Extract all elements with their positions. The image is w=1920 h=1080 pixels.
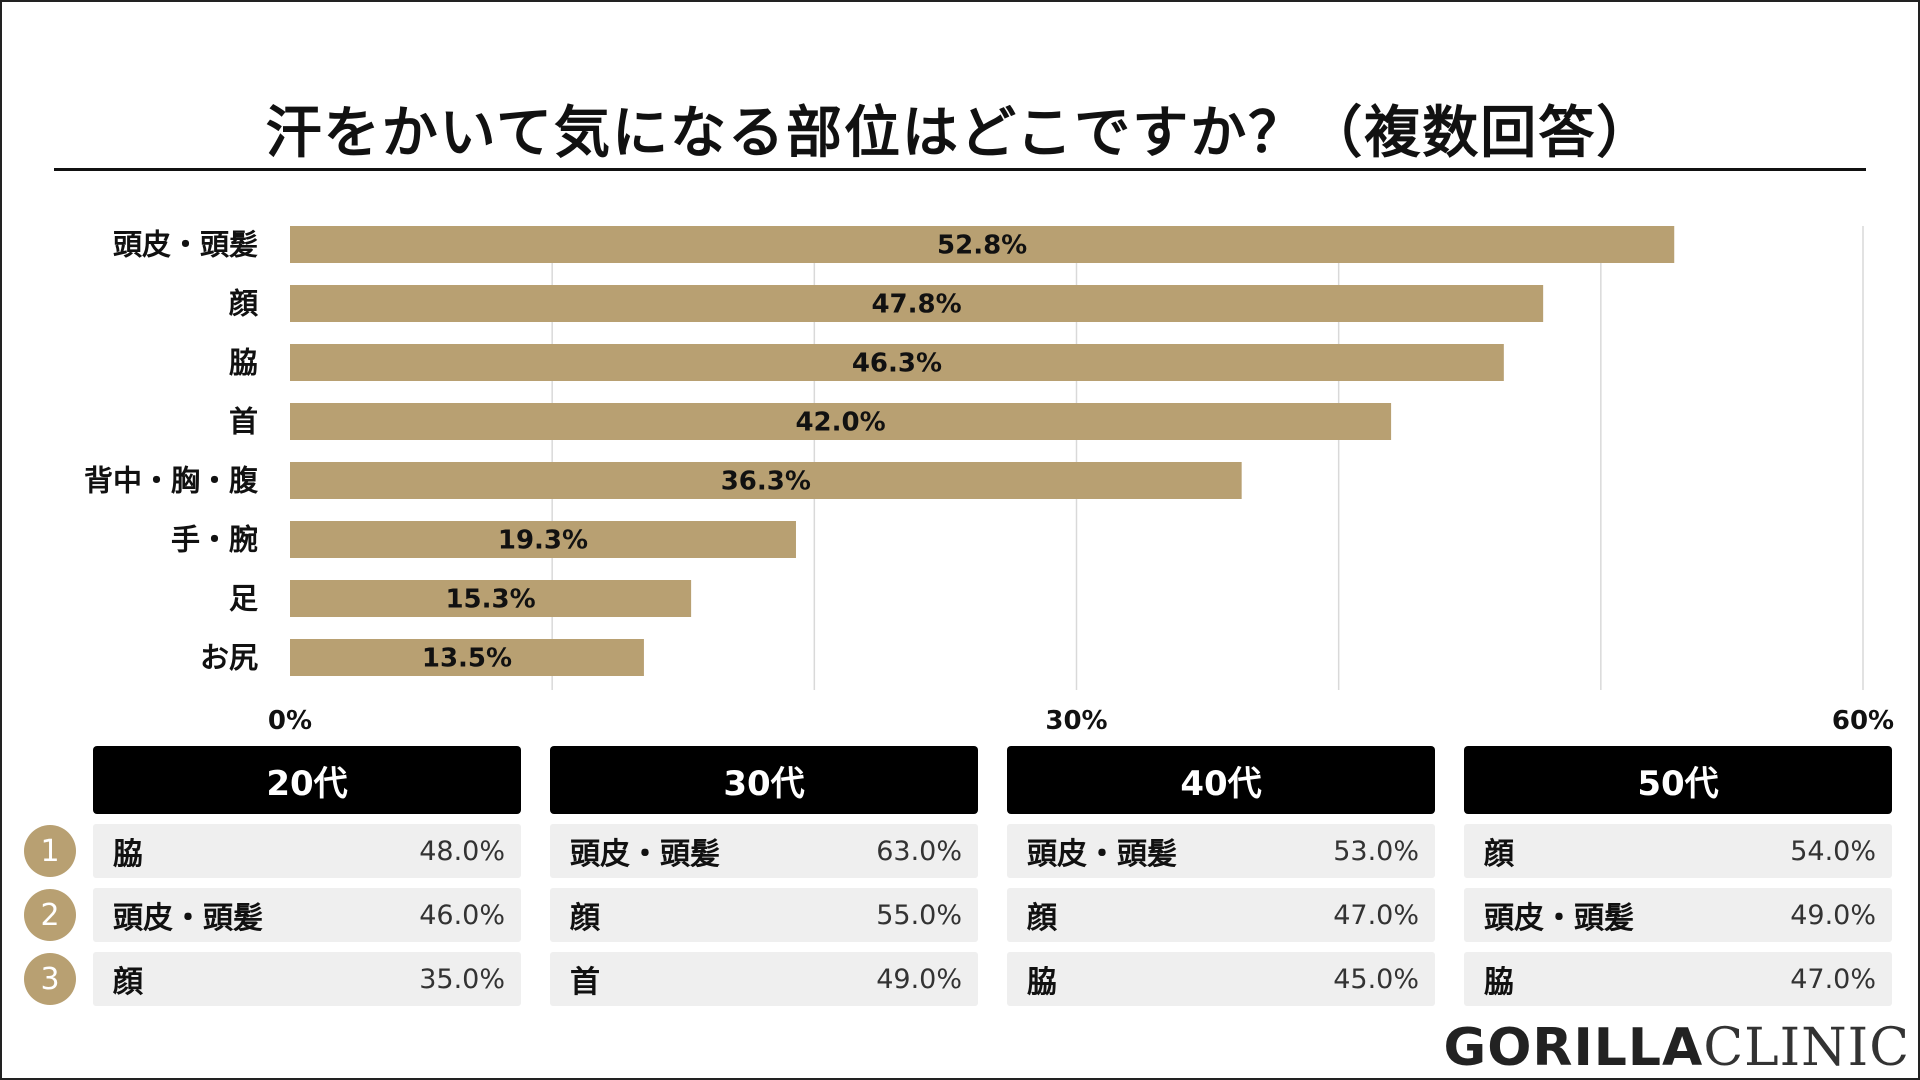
age-group-40s: 40代 頭皮・頭髪 53.0% 顔 47.0% 脇 45.0% xyxy=(1007,746,1435,1006)
rank-row: 頭皮・頭髪 49.0% xyxy=(1464,888,1892,942)
rank-part: 顔 xyxy=(113,965,143,1000)
x-tick-label: 0% xyxy=(268,706,312,730)
rank-part: 頭皮・頭髪 xyxy=(1484,901,1634,936)
rank-row: 頭皮・頭髪 46.0% xyxy=(93,888,521,942)
title-divider xyxy=(54,168,1866,171)
bar xyxy=(290,462,1242,499)
rank-row: 顔 47.0% xyxy=(1007,888,1435,942)
rank-value: 49.0% xyxy=(1790,899,1876,931)
rank-value: 47.0% xyxy=(1333,899,1419,931)
category-label: 背中・胸・腹 xyxy=(84,464,259,498)
rank-row: 脇 47.0% xyxy=(1464,952,1892,1006)
bar xyxy=(290,521,796,558)
bar xyxy=(290,226,1675,263)
rank-row: 頭皮・頭髪 53.0% xyxy=(1007,824,1435,878)
bar xyxy=(290,344,1504,381)
category-label: 脇 xyxy=(229,346,258,380)
chart-title: 汗をかいて気になる部位はどこですか？（複数回答） xyxy=(265,101,1655,166)
bar-value-label: 46.3% xyxy=(852,349,942,379)
rank-badge-3: 3 xyxy=(24,953,76,1005)
rank-part: 頭皮・頭髪 xyxy=(570,837,720,872)
logo-part1: GORILLA xyxy=(1443,1018,1704,1078)
bar-value-label: 42.0% xyxy=(795,408,885,438)
bar xyxy=(290,580,692,617)
rank-value: 35.0% xyxy=(419,963,505,995)
bar-value-label: 47.8% xyxy=(871,290,961,320)
rank-value: 54.0% xyxy=(1790,835,1876,867)
age-header: 50代 xyxy=(1464,746,1892,814)
category-label: 顔 xyxy=(228,287,259,321)
rank-value: 47.0% xyxy=(1790,963,1876,995)
bar-value-label: 13.5% xyxy=(422,644,512,674)
rank-row: 脇 48.0% xyxy=(93,824,521,878)
age-group-30s: 30代 頭皮・頭髪 63.0% 顔 55.0% 首 49.0% xyxy=(550,746,978,1006)
bar xyxy=(290,285,1544,322)
bar-chart: 頭皮・頭髪 52.8% 顔 47.8% 脇 46.3% 首 42.0% 背中・胸・腹 36.3% 手… xyxy=(84,226,1894,730)
bar xyxy=(290,403,1392,440)
logo-part2: CLINIC xyxy=(1703,1018,1910,1078)
rank-value: 49.0% xyxy=(876,963,962,995)
age-group-50s: 50代 顔 54.0% 頭皮・頭髪 49.0% 脇 47.0% xyxy=(1464,746,1892,1006)
rank-value: 63.0% xyxy=(876,835,962,867)
rank-part: 頭皮・頭髪 xyxy=(1027,837,1177,872)
rank-part: 脇 xyxy=(1027,965,1057,1000)
rank-row: 頭皮・頭髪 63.0% xyxy=(550,824,978,878)
rank-row: 顔 54.0% xyxy=(1464,824,1892,878)
category-label: お尻 xyxy=(200,641,258,675)
rank-part: 首 xyxy=(570,965,600,1000)
rank-row: 顔 55.0% xyxy=(550,888,978,942)
rank-row: 顔 35.0% xyxy=(93,952,521,1006)
bar-value-label: 15.3% xyxy=(445,585,535,615)
age-header: 40代 xyxy=(1007,746,1435,814)
category-label: 足 xyxy=(229,582,258,616)
rank-badge-1: 1 xyxy=(24,825,76,877)
category-label: 頭皮・頭髪 xyxy=(113,228,258,262)
category-label: 手・腕 xyxy=(171,523,258,557)
rank-value: 53.0% xyxy=(1333,835,1419,867)
age-header: 20代 xyxy=(93,746,521,814)
bar-value-label: 36.3% xyxy=(721,467,811,497)
rank-value: 55.0% xyxy=(876,899,962,931)
rank-row: 脇 45.0% xyxy=(1007,952,1435,1006)
rank-value: 45.0% xyxy=(1333,963,1419,995)
x-tick-label: 30% xyxy=(1045,706,1107,730)
rank-part: 顔 xyxy=(1027,901,1057,936)
x-tick-label: 60% xyxy=(1832,706,1894,730)
bar-value-label: 52.8% xyxy=(937,231,1027,261)
rank-part: 頭皮・頭髪 xyxy=(113,901,263,936)
rank-row: 首 49.0% xyxy=(550,952,978,1006)
rank-part: 脇 xyxy=(1484,965,1514,1000)
bar-value-label: 19.3% xyxy=(498,526,588,556)
gorilla-clinic-logo: GORILLACLINIC xyxy=(1444,1018,1910,1078)
bar xyxy=(290,639,644,676)
category-label: 首 xyxy=(229,405,258,439)
rank-badge-2: 2 xyxy=(24,889,76,941)
rank-part: 脇 xyxy=(113,837,143,872)
rank-part: 顔 xyxy=(570,901,600,936)
age-header: 30代 xyxy=(550,746,978,814)
age-group-20s: 20代 脇 48.0% 頭皮・頭髪 46.0% 顔 35.0% xyxy=(93,746,521,1006)
rank-part: 顔 xyxy=(1484,837,1514,872)
rank-value: 48.0% xyxy=(419,835,505,867)
rank-value: 46.0% xyxy=(419,899,505,931)
